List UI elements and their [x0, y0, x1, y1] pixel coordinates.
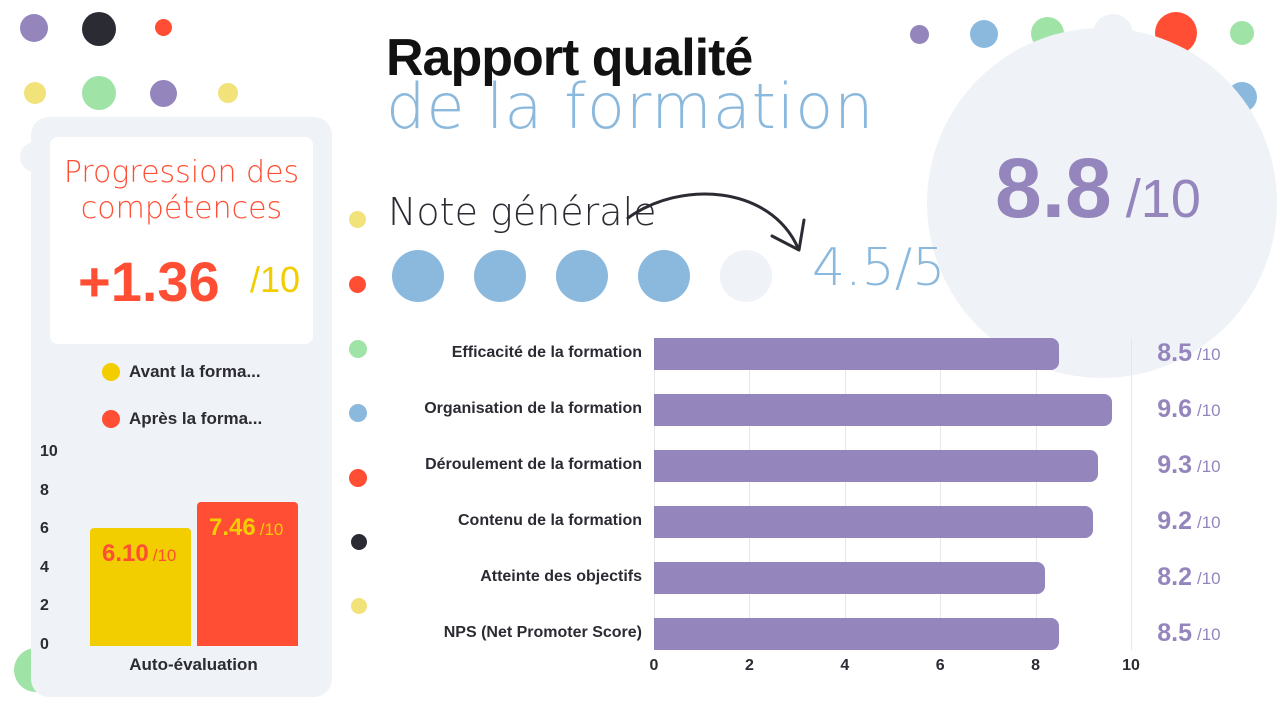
x-tick-label: 2	[744, 657, 754, 674]
grid-line	[749, 338, 751, 650]
bar-value-label: 8.5	[1157, 619, 1192, 647]
y-tick-label: 4	[40, 558, 49, 576]
overall-score-value: 8.8	[995, 141, 1112, 235]
decor-dot	[349, 340, 367, 358]
bar-value-label: 9.2	[1157, 507, 1192, 535]
grid-line	[940, 338, 942, 650]
decor-dot	[349, 469, 367, 487]
legend-item-after: Après la forma...	[102, 409, 262, 429]
rating-circle-empty	[720, 250, 772, 302]
x-tick-label: 4	[840, 657, 850, 674]
overall-score: 8.8/10	[995, 140, 1201, 237]
bar-value-unit: /10	[259, 520, 284, 540]
decor-dot	[218, 83, 238, 103]
bar-value-label: 9.3	[1157, 451, 1192, 479]
legend-swatch	[102, 410, 120, 428]
bar	[654, 506, 1093, 538]
decor-dot	[349, 211, 366, 228]
bar-value: 6.10	[102, 540, 149, 568]
legend-swatch	[102, 363, 120, 381]
bar-value-label: 9.6	[1157, 395, 1192, 423]
bar-value: 7.46	[209, 514, 256, 542]
grid-line	[1035, 338, 1037, 650]
bar-before	[90, 528, 191, 646]
decor-dot	[82, 76, 116, 110]
x-category-label: Auto-évaluation	[129, 655, 258, 674]
arrow-icon	[626, 192, 806, 252]
x-tick-label: 8	[1031, 657, 1041, 674]
decor-dot	[150, 80, 177, 107]
bar	[654, 618, 1060, 650]
y-tick-label: 6	[40, 520, 49, 538]
page-title: Rapport qualité	[386, 29, 753, 87]
decor-dot	[1230, 21, 1254, 45]
bar-value-unit: /10	[1197, 513, 1221, 532]
overall-score-circle	[927, 28, 1277, 378]
legend-label: Après la forma...	[129, 409, 263, 428]
overall-rating-value: 4.5/5	[812, 238, 946, 298]
rating-circle-filled	[638, 250, 690, 302]
bar-value-unit: /10	[1197, 569, 1221, 588]
category-label: Contenu de la formation	[458, 512, 642, 529]
progression-card: Progression des compétences +1.36 /10	[50, 137, 313, 344]
category-label: NPS (Net Promoter Score)	[443, 624, 642, 641]
progression-denominator: /10	[250, 259, 301, 300]
y-tick-label: 8	[40, 481, 49, 499]
overall-rating-label: Note générale	[388, 190, 657, 234]
progression-title-line2: compétences	[80, 191, 283, 226]
grid-line	[1131, 338, 1132, 650]
bar-value-unit: /10	[1197, 625, 1221, 644]
grid-line	[844, 338, 846, 650]
y-tick-label: 2	[40, 597, 49, 615]
decor-dot	[910, 25, 929, 44]
x-tick-label: 10	[1122, 657, 1140, 674]
category-label: Organisation de la formation	[424, 400, 642, 417]
grid-line	[654, 338, 655, 650]
progression-title: Progression des compétences	[50, 155, 313, 227]
category-label: Déroulement de la formation	[425, 456, 642, 473]
decor-dot	[970, 20, 998, 48]
bar-value-label: 8.2	[1157, 563, 1192, 591]
legend-item-before: Avant la forma...	[102, 362, 261, 382]
category-label: Atteinte des objectifs	[480, 568, 642, 585]
bar	[654, 394, 1112, 426]
legend-label: Avant la forma...	[129, 362, 261, 381]
bar	[654, 338, 1060, 370]
decor-dot	[24, 82, 46, 104]
overall-score-denominator: /10	[1125, 169, 1201, 229]
progression-title-line1: Progression des	[63, 155, 300, 190]
bar-value-label: 6.10/10	[102, 540, 176, 568]
x-tick-label: 6	[935, 657, 945, 674]
rating-circle-filled	[474, 250, 526, 302]
decor-dot	[351, 534, 367, 550]
y-tick-label: 0	[40, 636, 49, 653]
page-subtitle: de la formation	[386, 70, 875, 143]
bar-after	[197, 502, 298, 646]
decor-dot	[20, 14, 48, 42]
bar-value-unit: /10	[1197, 457, 1221, 476]
bar-value-label: 8.5	[1157, 339, 1192, 367]
rating-circle-filled	[392, 250, 444, 302]
bar-value-unit: /10	[1197, 401, 1221, 420]
bar	[654, 450, 1098, 482]
decor-dot	[349, 276, 366, 293]
y-tick-label: 10	[40, 443, 58, 460]
bar-value-label: 7.46/10	[209, 514, 283, 542]
decor-dot	[351, 598, 367, 614]
decor-dot	[82, 12, 116, 46]
decor-dot	[155, 19, 172, 36]
progression-value: +1.36	[78, 250, 220, 313]
bar	[654, 562, 1046, 594]
decor-dot	[1093, 14, 1133, 54]
category-label: Efficacité de la formation	[451, 344, 642, 361]
bar-value-unit: /10	[152, 546, 177, 566]
rating-circle-filled	[556, 250, 608, 302]
x-tick-label: 0	[649, 657, 659, 674]
bar-value-unit: /10	[1197, 345, 1221, 364]
decor-dot	[349, 404, 367, 422]
